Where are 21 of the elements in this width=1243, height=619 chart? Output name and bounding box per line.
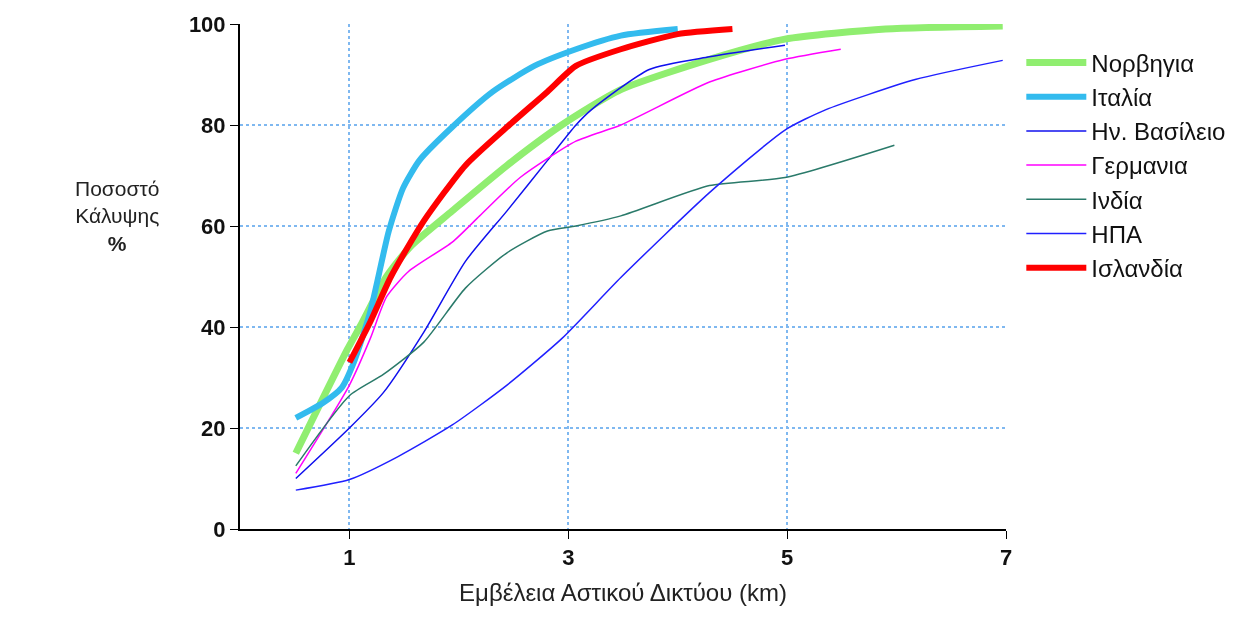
y-tick-label: 20 bbox=[201, 415, 226, 441]
y-tick-label: 0 bbox=[213, 516, 226, 542]
x-axis-title: Εμβέλεια Αστικού Δικτύου (km) bbox=[459, 579, 787, 607]
legend-label: Νορβηγια bbox=[1091, 49, 1195, 77]
x-tick-label: 5 bbox=[781, 545, 794, 571]
y-tick-label: 40 bbox=[201, 314, 226, 340]
y-tick-label: 100 bbox=[188, 11, 226, 37]
line-series bbox=[295, 59, 1004, 491]
legend-label: Ισλανδία bbox=[1091, 255, 1183, 283]
legend-label: Ην. Βασίλειο bbox=[1091, 118, 1226, 146]
legend-label: Ινδία bbox=[1091, 186, 1143, 214]
line-series bbox=[295, 144, 896, 467]
x-tick-label: 3 bbox=[562, 545, 575, 571]
y-tick-label: 80 bbox=[201, 112, 226, 138]
y-tick-label: 60 bbox=[201, 213, 226, 239]
x-tick-label: 1 bbox=[343, 545, 356, 571]
legend-label: ΗΠΑ bbox=[1091, 220, 1142, 248]
y-axis-title: Ποσοστό Κάλυψης % bbox=[75, 177, 160, 255]
legend-label: Ιταλία bbox=[1091, 84, 1153, 112]
legend-label: Γερμανια bbox=[1091, 152, 1188, 180]
x-tick-label: 7 bbox=[999, 545, 1013, 571]
